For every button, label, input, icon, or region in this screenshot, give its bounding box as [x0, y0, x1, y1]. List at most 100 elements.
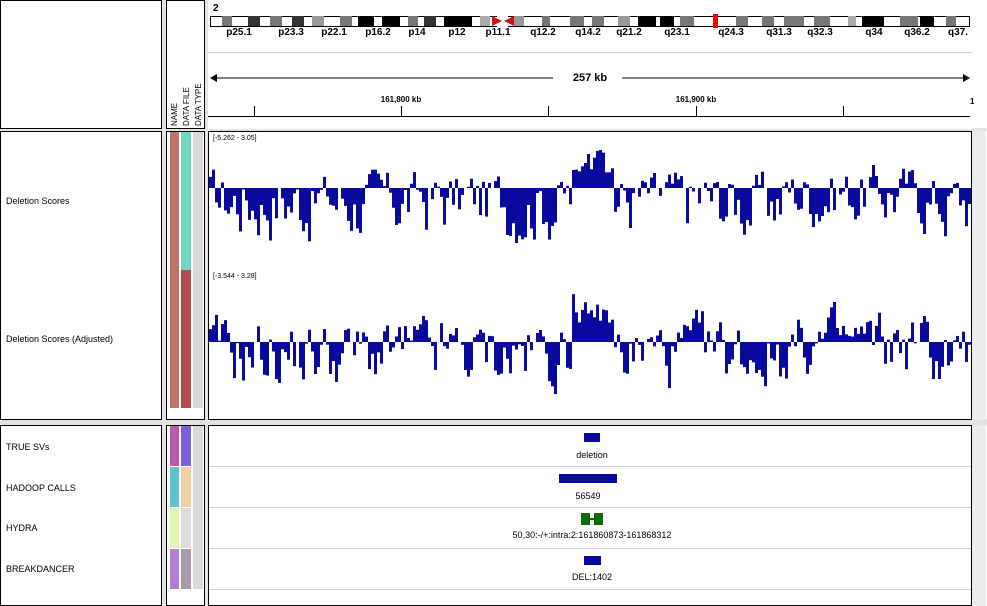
- signal-bar: [560, 181, 563, 188]
- attr-hydra-2[interactable]: [181, 508, 191, 548]
- signal-bar: [293, 342, 296, 367]
- signal-bar: [464, 342, 467, 370]
- signal-bar: [605, 310, 608, 342]
- current-region-marker: [713, 14, 718, 28]
- true-sv-feature-label: deletion: [576, 450, 608, 460]
- attr-breakdancer-1[interactable]: [170, 549, 179, 589]
- signal-bar: [968, 188, 971, 205]
- signal-bar: [230, 342, 233, 353]
- attr-header-data-file[interactable]: DATA FILE: [182, 87, 191, 126]
- signal-bar: [500, 342, 503, 374]
- chromosome-name: 2: [213, 3, 219, 14]
- signal-bar: [698, 188, 701, 204]
- signal-bar: [308, 188, 311, 242]
- track-name-breakdancer[interactable]: BREAKDANCER: [6, 564, 75, 574]
- band-q11: [514, 16, 524, 26]
- attr-true-svs-2[interactable]: [181, 426, 191, 466]
- ruler-tick: [548, 106, 549, 116]
- hadoop-call-feature[interactable]: [559, 474, 617, 483]
- attr-file-cell-1[interactable]: [181, 132, 191, 270]
- true-sv-feature[interactable]: [584, 433, 600, 442]
- attr-type-column: [193, 426, 203, 589]
- signal-bar: [578, 171, 581, 188]
- signal-bar: [854, 188, 857, 220]
- attr-breakdancer-2[interactable]: [181, 549, 191, 589]
- signal-bar: [515, 188, 518, 244]
- signal-bar: [476, 334, 479, 342]
- signal-bar: [398, 188, 401, 224]
- signal-bar: [497, 176, 500, 188]
- hydra-feature-left[interactable]: [581, 513, 590, 525]
- signal-bar: [530, 188, 533, 229]
- signal-bar: [881, 336, 884, 342]
- data-panel-scrollbar[interactable]: [972, 131, 986, 420]
- band-label: q32.3: [807, 27, 833, 38]
- breakdancer-feature[interactable]: [584, 556, 601, 565]
- attr-header-data-type[interactable]: DATA TYPE: [194, 83, 203, 126]
- data-track-panel[interactable]: [-5.262 - 3.05] [-3.544 - 3.28]: [208, 131, 972, 420]
- signal-bar: [668, 174, 671, 188]
- signal-bar: [341, 342, 344, 354]
- signal-bar: [347, 188, 350, 221]
- signal-bar: [878, 188, 881, 194]
- attr-file-cell-2[interactable]: [181, 270, 191, 408]
- attr-true-svs-1[interactable]: [170, 426, 179, 466]
- hydra-feature-right[interactable]: [594, 513, 603, 525]
- mid-gutter: [204, 0, 209, 606]
- breakdancer-feature-label: DEL:1402: [571, 572, 613, 582]
- signal-bar: [248, 342, 251, 358]
- track-name-hydra[interactable]: HYDRA: [6, 523, 38, 533]
- signal-bar: [788, 188, 791, 193]
- band-label: q34: [865, 27, 883, 38]
- attr-name-cell[interactable]: [170, 132, 179, 408]
- track-name-deletion-scores-adjusted[interactable]: Deletion Scores (Adjusted): [6, 334, 114, 344]
- band-label: p16.2: [365, 27, 391, 38]
- attr-hydra-1[interactable]: [170, 508, 179, 548]
- signal-bar: [380, 179, 383, 188]
- signal-bar: [635, 338, 638, 342]
- signal-bar: [809, 188, 812, 215]
- attr-hadoop-2[interactable]: [181, 467, 191, 507]
- feature-panel-scrollbar[interactable]: [972, 425, 986, 606]
- signal-bar: [263, 342, 266, 375]
- signal-bar: [695, 309, 698, 342]
- signal-bar: [761, 342, 764, 377]
- feature-track-panel[interactable]: deletion 56549 50,30:-/+:intra:2:1618608…: [208, 425, 972, 606]
- signal-bar: [551, 342, 554, 387]
- signal-bar: [275, 342, 278, 380]
- signal-bar: [674, 172, 677, 188]
- signal-bar: [461, 188, 464, 195]
- signal-bar: [455, 327, 458, 342]
- chromosome-ideogram[interactable]: [208, 14, 972, 28]
- attr-type-cell[interactable]: [193, 132, 203, 408]
- signal-bar: [914, 342, 917, 344]
- band-q31: [736, 16, 748, 26]
- signal-bar: [434, 182, 437, 188]
- band-p21: [312, 16, 324, 26]
- signal-bar: [755, 342, 758, 373]
- attr-hadoop-1[interactable]: [170, 467, 179, 507]
- signal-bar: [719, 322, 722, 342]
- signal-bar: [404, 326, 407, 342]
- signal-bar: [689, 330, 692, 342]
- signal-bar: [263, 188, 266, 215]
- track-name-true-svs[interactable]: TRUE SVs: [6, 442, 50, 452]
- track-name-deletion-scores[interactable]: Deletion Scores: [6, 196, 70, 206]
- signal-bar: [965, 188, 968, 227]
- signal-bar: [860, 179, 863, 188]
- signal-bar: [569, 188, 572, 205]
- signal-bar: [800, 327, 803, 342]
- signal-bar: [281, 342, 284, 350]
- signal-bar: [356, 331, 359, 342]
- signal-bar: [575, 169, 578, 188]
- deletion-scores-bar-chart[interactable]: [209, 132, 971, 272]
- signal-bar: [743, 342, 746, 368]
- signal-bar: [257, 188, 260, 236]
- signal-bar: [875, 175, 878, 188]
- track-name-hadoop-calls[interactable]: HADOOP CALLS: [6, 483, 76, 493]
- signal-bar: [671, 342, 674, 347]
- signal-bar: [524, 188, 527, 238]
- attr-header-name[interactable]: NAME: [170, 102, 179, 126]
- deletion-scores-adjusted-bar-chart[interactable]: [209, 272, 971, 419]
- span-arrow: [210, 74, 970, 82]
